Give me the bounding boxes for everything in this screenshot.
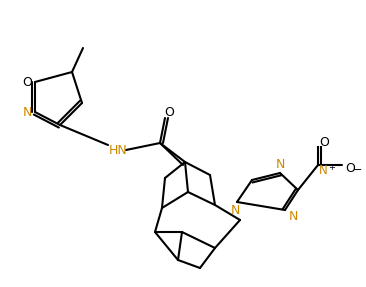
Text: O: O [319,137,329,150]
Text: +: + [329,164,335,172]
Text: N: N [275,158,285,170]
Text: N: N [319,164,327,177]
Text: HN: HN [109,144,127,156]
Text: N: N [230,205,240,218]
Text: O: O [164,106,174,119]
Text: N: N [22,106,32,119]
Text: O: O [22,75,32,88]
Text: −: − [353,165,363,175]
Text: O: O [345,162,355,174]
Text: N: N [288,210,298,224]
